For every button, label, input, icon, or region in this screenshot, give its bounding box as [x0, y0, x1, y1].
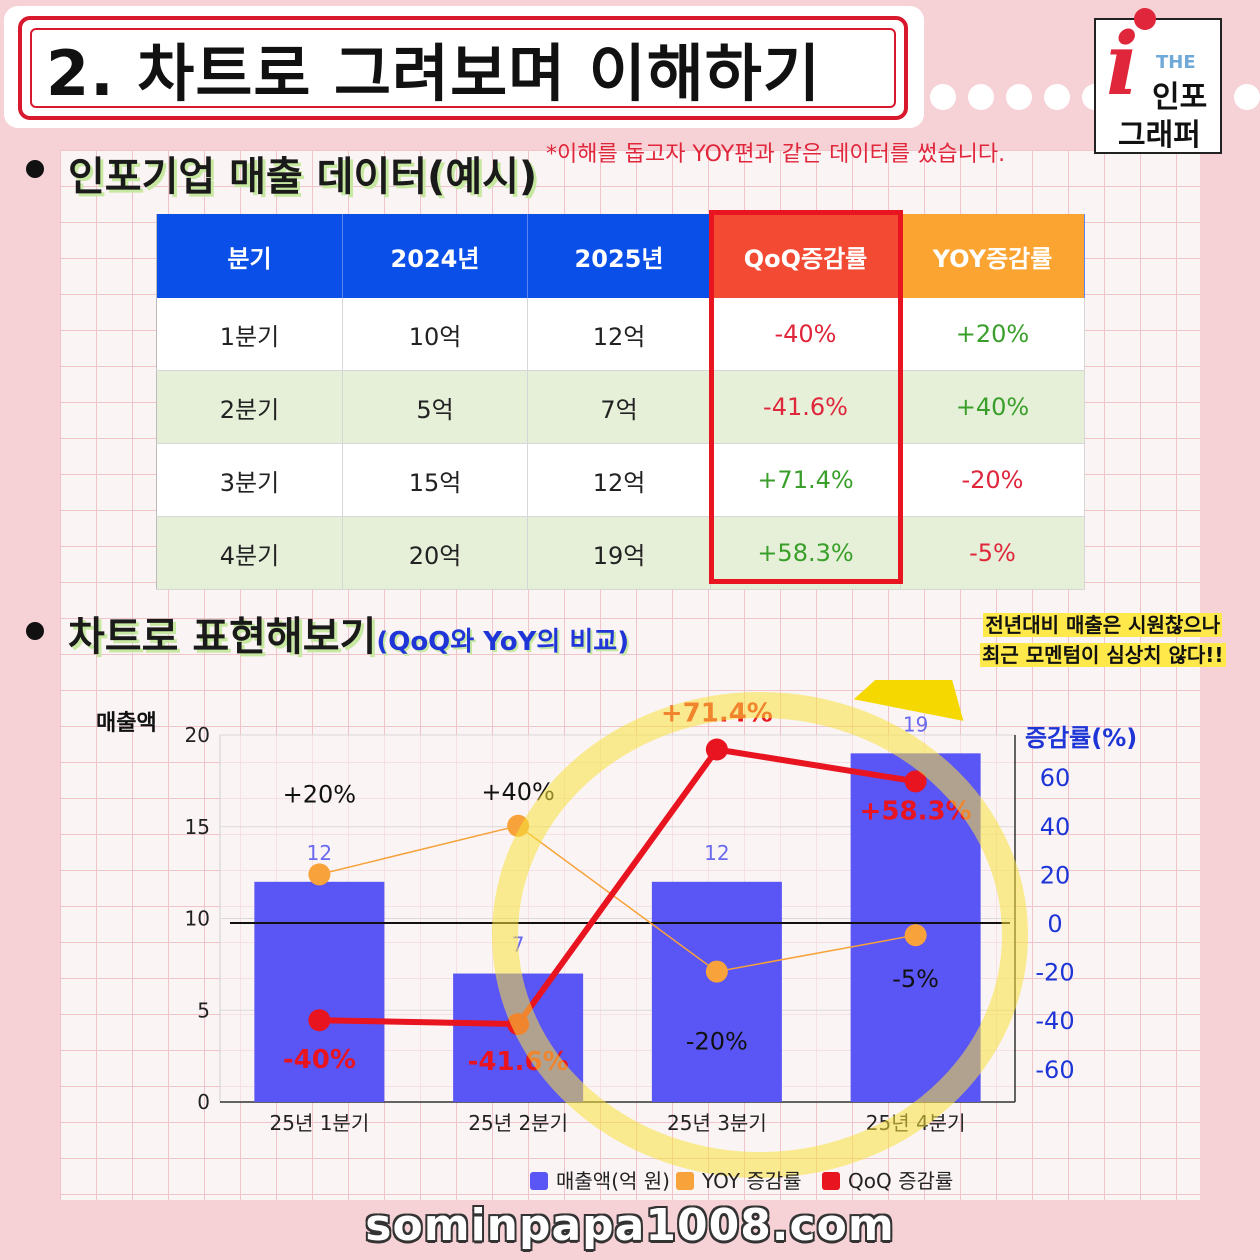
- logo-i-icon: i: [1106, 14, 1139, 115]
- header-2024: 2024년: [342, 214, 528, 298]
- callout-arrow: [853, 680, 964, 721]
- y2-tick-label: 0: [1047, 910, 1062, 938]
- bullet-icon: [26, 160, 44, 178]
- logo-line1: 인포: [1152, 80, 1208, 115]
- cell-2024: 20억: [342, 516, 528, 590]
- callout-line2: 최근 모멘텀이 심상치 않다!!: [980, 643, 1226, 667]
- y2-tick-label: -40: [1035, 1007, 1074, 1035]
- qoq-point: [705, 738, 728, 761]
- header-yoy: YOY증감률: [900, 214, 1085, 298]
- yoy-point: [705, 960, 728, 983]
- header-qoq: QoQ증감률: [710, 214, 901, 298]
- cell-2024: 15억: [342, 443, 528, 517]
- section-title-chart-sub: (QoQ와 YoY의 비교): [376, 627, 630, 657]
- yoy-data-label: -5%: [892, 965, 939, 993]
- cell-quarter: 1분기: [156, 298, 343, 371]
- cell-qoq: +58.3%: [710, 516, 901, 590]
- y2-axis-label: 증감률(%): [1025, 724, 1137, 752]
- title-banner: 2. 차트로 그려보며 이해하기: [4, 6, 924, 128]
- section-title-chart: 차트로 표현해보기(QoQ와 YoY의 비교): [68, 604, 629, 662]
- cell-qoq: -41.6%: [710, 370, 901, 444]
- qoq-line: [319, 746, 917, 1028]
- y-tick-label: 5: [197, 998, 210, 1022]
- legend-swatch: [822, 1172, 840, 1190]
- table-row: 2분기 5억 7억 -41.6% +40%: [156, 370, 1085, 444]
- cell-2025: 7억: [527, 370, 711, 444]
- table-row: 4분기 20억 19억 +58.3% -5%: [156, 516, 1085, 590]
- table-row: 3분기 15억 12억 +71.4% -20%: [156, 443, 1085, 517]
- y2-tick-label: 60: [1040, 764, 1071, 792]
- y-tick-label: 15: [185, 815, 210, 839]
- y2-tick-label: 20: [1040, 861, 1071, 889]
- bullet-icon: [26, 622, 44, 640]
- x-tick-label: 25년 2분기: [468, 1111, 568, 1135]
- callout-note: 전년대비 매출은 시원찮으나 최근 모멘텀이 심상치 않다!!: [980, 610, 1226, 670]
- page-title: 2. 차트로 그려보며 이해하기: [46, 37, 821, 110]
- logo-the: THE: [1156, 52, 1196, 73]
- legend-label: 매출액(억 원): [556, 1169, 670, 1193]
- header-2025: 2025년: [527, 214, 711, 298]
- site-url: sominpapa1008.com: [365, 1200, 895, 1251]
- cell-quarter: 2분기: [156, 370, 343, 444]
- highlight-ellipse: [492, 692, 1028, 1178]
- brand-logo: i THE 인포 그래퍼: [1094, 8, 1232, 156]
- data-note: *이해를 돕고자 YOY편과 같은 데이터를 썼습니다.: [546, 142, 1006, 167]
- header-quarter: 분기: [156, 214, 343, 298]
- logo-line2: 그래퍼: [1118, 118, 1201, 153]
- cell-2025: 19억: [527, 516, 711, 590]
- cell-2024: 10억: [342, 298, 528, 371]
- title-inner-frame: 2. 차트로 그려보며 이해하기: [30, 28, 896, 110]
- logo-card: i THE 인포 그래퍼: [1094, 8, 1222, 154]
- y-axis-label: 매출액: [96, 711, 157, 736]
- cell-2024: 5억: [342, 370, 528, 444]
- cell-quarter: 3분기: [156, 443, 343, 517]
- legend-label: YOY 증감률: [701, 1169, 802, 1193]
- cell-2025: 12억: [527, 298, 711, 371]
- yoy-point: [308, 863, 331, 886]
- sales-table: 분기 2024년 2025년 QoQ증감률 YOY증감률 1분기 10억 12억…: [156, 214, 1085, 590]
- sales-chart: 05101520매출액6040200-20-40-60증감률(%)1271219…: [96, 680, 1137, 1193]
- cell-yoy: +20%: [900, 298, 1085, 371]
- bar-value-label: 12: [704, 841, 729, 865]
- y2-tick-label: 40: [1040, 813, 1071, 841]
- table-header-row: 분기 2024년 2025년 QoQ증감률 YOY증감률: [156, 214, 1085, 298]
- logo-dot-icon: [1134, 8, 1156, 30]
- section-title-chart-main: 차트로 표현해보기: [68, 614, 377, 660]
- yoy-data-label: +20%: [283, 780, 356, 808]
- cell-yoy: -20%: [900, 443, 1085, 517]
- title-frame: 2. 차트로 그려보며 이해하기: [18, 16, 908, 120]
- qoq-point: [904, 770, 927, 793]
- legend-swatch: [676, 1172, 694, 1190]
- section-title-data: 인포기업 매출 데이터(예시): [68, 154, 538, 200]
- y-tick-label: 10: [185, 907, 210, 931]
- y-tick-label: 20: [185, 723, 210, 747]
- yoy-point: [904, 924, 927, 947]
- cell-qoq: +71.4%: [710, 443, 901, 517]
- y-tick-label: 0: [197, 1090, 210, 1114]
- bar-sales: [651, 881, 782, 1102]
- callout-line1: 전년대비 매출은 시원찮으나: [983, 613, 1223, 637]
- bar-sales: [254, 881, 385, 1102]
- qoq-data-label: -40%: [283, 1045, 356, 1075]
- cell-yoy: +40%: [900, 370, 1085, 444]
- legend-swatch: [530, 1172, 548, 1190]
- x-tick-label: 25년 3분기: [667, 1111, 767, 1135]
- table-row: 1분기 10억 12억 -40% +20%: [156, 298, 1085, 371]
- yoy-data-label: -20%: [686, 1028, 748, 1056]
- x-tick-label: 25년 1분기: [270, 1111, 370, 1135]
- cell-2025: 12억: [527, 443, 711, 517]
- cell-qoq: -40%: [710, 298, 901, 371]
- bar-value-label: 12: [307, 841, 332, 865]
- legend-label: QoQ 증감률: [848, 1169, 953, 1193]
- qoq-point: [308, 1009, 331, 1032]
- yoy-line: [319, 824, 916, 973]
- cell-yoy: -5%: [900, 516, 1085, 590]
- cell-quarter: 4분기: [156, 516, 343, 590]
- y2-tick-label: -60: [1035, 1056, 1074, 1084]
- y2-tick-label: -20: [1035, 959, 1074, 987]
- qoq-column-highlight: [709, 210, 903, 584]
